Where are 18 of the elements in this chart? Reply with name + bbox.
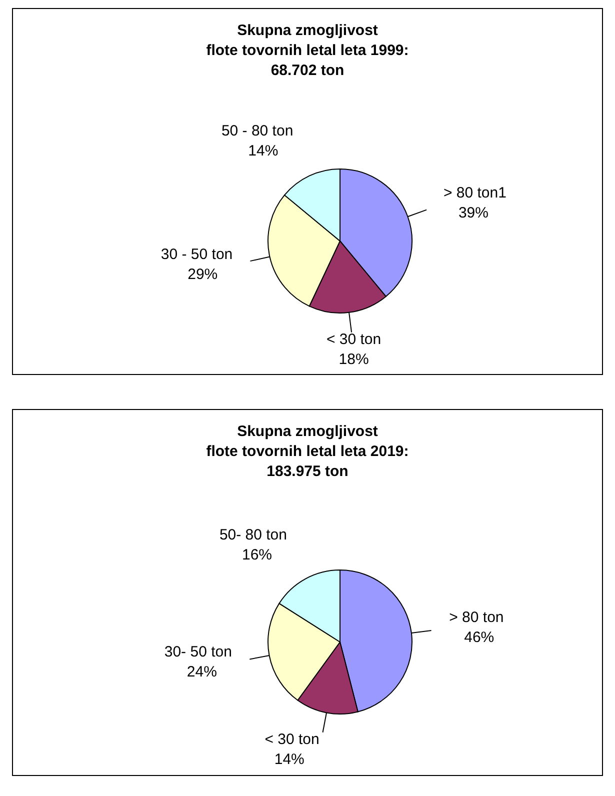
- data-label: 24%: [186, 664, 217, 681]
- chart-title: Skupna zmogljivost flote tovornih letal leta 2019: 183.975 ton: [206, 423, 409, 480]
- slice-label: 30 - 50 ton: [160, 246, 233, 263]
- data-label: 39%: [458, 204, 489, 222]
- slice-label: < 30 ton: [264, 731, 320, 748]
- slice-label: 50 - 80 ton: [221, 122, 294, 140]
- data-label: 29%: [188, 266, 218, 283]
- chart-title: Skupna zmogljivost flote tovornih letal leta 1999: 68.702 ton: [206, 22, 409, 79]
- data-label: 14%: [274, 751, 304, 768]
- data-label: 46%: [464, 629, 494, 646]
- slice-label: 50- 80 ton: [219, 526, 288, 544]
- slice-label: 30- 50 ton: [164, 644, 232, 661]
- slice-label: > 80 ton1: [443, 184, 506, 202]
- slice-label: < 30 ton: [326, 331, 382, 348]
- data-label: 18%: [338, 351, 369, 368]
- data-label: 14%: [248, 142, 278, 160]
- data-label: 16%: [242, 546, 272, 564]
- slice-label: > 80 ton: [449, 609, 504, 626]
